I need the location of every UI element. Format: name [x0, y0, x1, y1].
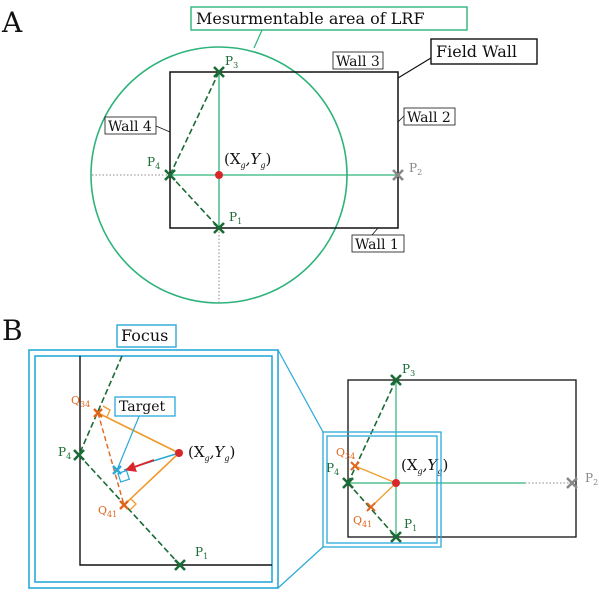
- circle-label: Mesurmentable area of LRF: [196, 9, 425, 28]
- small-p1-marker: [390, 531, 402, 543]
- wall-4-box: [104, 116, 157, 135]
- target-label: Target: [119, 399, 166, 415]
- focus-inner: [34, 355, 273, 583]
- target-leader: [116, 413, 141, 471]
- p4-label: P4: [147, 155, 160, 171]
- wall-2-label: Wall 2: [407, 110, 451, 126]
- field-wall-rect: [169, 71, 399, 229]
- zoom-center-coord: (Xg,Yg): [188, 443, 235, 463]
- wall-1-label: Wall 1: [355, 237, 399, 253]
- panel-a-label: A: [1, 6, 23, 39]
- zoom-q41-marker: [119, 500, 129, 510]
- field-wall-leader: [397, 57, 432, 79]
- small-p4-marker: [342, 477, 354, 489]
- zoom-p4-label: P4: [58, 445, 71, 461]
- zoom-q-segment: [97, 412, 125, 506]
- focus-label-box: [116, 324, 177, 348]
- target-arrow: [124, 459, 155, 472]
- zoom-wall-lower: [78, 454, 181, 566]
- zoom-p1-label: P1: [195, 545, 208, 561]
- small-q34-label: Q34: [336, 446, 355, 461]
- field-wall-box: [430, 38, 538, 65]
- small-p1-label: P1: [404, 517, 417, 533]
- zoom-perp-q34: [97, 412, 180, 454]
- wall-4-label: Wall 4: [108, 119, 152, 135]
- zoom-p4-marker: [73, 449, 85, 461]
- center-coord-label: (Xg,Yg): [224, 150, 271, 170]
- p3-marker: [213, 66, 225, 78]
- small-p2-label: P2: [585, 471, 598, 487]
- panel-a: A Mesurmentable area of LRF: [1, 6, 538, 304]
- small-field-rect: [347, 379, 577, 538]
- small-focus-outer: [322, 431, 442, 548]
- circle-label-leader: [253, 29, 263, 49]
- zoom-perp-q41: [123, 452, 180, 506]
- p1-marker: [213, 222, 225, 234]
- zoom-q41-label: Q41: [98, 504, 117, 519]
- small-center-coord: (Xg,Yg): [401, 456, 448, 476]
- panel-b: B P3 P4 P1 P2 Q34 Q41 (Xg,Yg) Focu: [2, 314, 598, 589]
- focus-outer: [28, 349, 279, 589]
- small-p4-label: P4: [326, 461, 339, 477]
- field-wall-label: Field Wall: [436, 42, 517, 61]
- focus-label: Focus: [121, 326, 168, 345]
- zoom-q34-marker: [93, 408, 103, 418]
- small-p2-marker: [566, 477, 578, 489]
- target-marker: [112, 465, 122, 475]
- wall-3-label: Wall 3: [336, 54, 380, 70]
- small-p3-marker: [390, 374, 402, 386]
- p3-label: P3: [225, 54, 238, 70]
- estimated-wall-lower: [169, 174, 220, 229]
- small-p3-label: P3: [402, 362, 415, 378]
- p4-marker: [164, 169, 176, 181]
- p1-label: P1: [229, 210, 242, 226]
- estimated-wall-upper: [169, 71, 220, 176]
- focus-connector-bottom: [277, 546, 324, 589]
- small-focus-inner: [326, 435, 438, 544]
- wall-3-box: [332, 51, 384, 70]
- panel-b-label: B: [2, 314, 23, 347]
- p2-label: P2: [409, 161, 422, 177]
- zoom-wall-corner: [79, 356, 272, 566]
- zoom-q34-label: Q34: [71, 394, 90, 409]
- small-q41-label: Q41: [353, 514, 372, 529]
- circle-label-box: [190, 6, 468, 31]
- p2-marker: [392, 169, 404, 181]
- focus-connector-top: [277, 349, 324, 433]
- wall-1-box: [351, 234, 405, 253]
- zoom-p1-marker: [174, 559, 186, 571]
- target-label-box: [114, 396, 176, 417]
- zoom-robot-dot: [175, 449, 183, 457]
- robot-position-dot: [215, 171, 223, 179]
